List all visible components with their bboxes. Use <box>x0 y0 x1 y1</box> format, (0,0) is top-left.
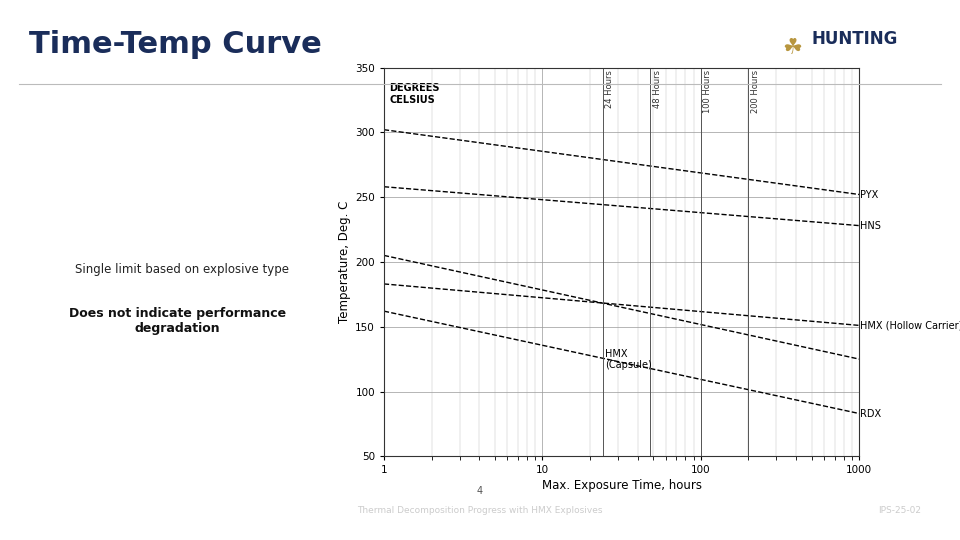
Text: HNS: HNS <box>860 221 880 231</box>
Text: HUNTING: HUNTING <box>811 30 898 48</box>
Text: Thermal Decomposition Progress with HMX Explosives: Thermal Decomposition Progress with HMX … <box>357 506 603 515</box>
Text: HMX
(Capsule): HMX (Capsule) <box>606 349 652 370</box>
Text: 24 Hours: 24 Hours <box>606 70 614 108</box>
Y-axis label: Temperature, Deg. C: Temperature, Deg. C <box>338 201 351 323</box>
Text: Time-Temp Curve: Time-Temp Curve <box>29 30 322 59</box>
Text: DEGREES
CELSIUS: DEGREES CELSIUS <box>390 83 440 105</box>
X-axis label: Max. Exposure Time, hours: Max. Exposure Time, hours <box>541 480 702 492</box>
Text: 4: 4 <box>477 487 483 496</box>
Text: PYX: PYX <box>860 190 878 199</box>
Text: 48 Hours: 48 Hours <box>653 70 662 108</box>
Text: RDX: RDX <box>860 409 881 419</box>
Text: IPS-25-02: IPS-25-02 <box>878 506 922 515</box>
Text: ☘: ☘ <box>782 38 803 58</box>
Text: 100 Hours: 100 Hours <box>704 70 712 113</box>
Text: 200 Hours: 200 Hours <box>751 70 760 113</box>
Text: Does not indicate performance
degradation: Does not indicate performance degradatio… <box>69 307 286 335</box>
Text: HMX (Hollow Carrier): HMX (Hollow Carrier) <box>860 320 960 330</box>
Text: Single limit based on explosive type: Single limit based on explosive type <box>76 264 289 276</box>
